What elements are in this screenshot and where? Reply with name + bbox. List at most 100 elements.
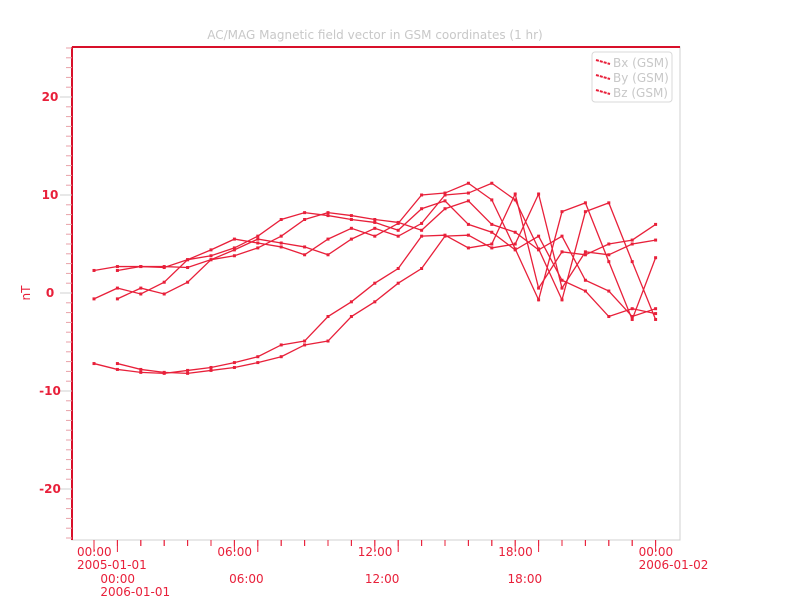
data-point [186, 258, 190, 262]
data-point [607, 201, 611, 205]
data-point [630, 315, 634, 319]
data-point [560, 278, 564, 282]
x-tick-label: 00:00 [77, 545, 112, 559]
data-point [560, 286, 564, 290]
data-point [630, 317, 634, 321]
data-point [490, 230, 494, 234]
data-point [279, 343, 283, 347]
series-line-bz [117, 192, 656, 375]
data-point [162, 280, 166, 284]
legend: Bx (GSM)By (GSM)Bz (GSM) [591, 51, 673, 103]
data-point [256, 234, 260, 238]
data-point [396, 267, 400, 270]
x-tick-label: 00:00 [100, 572, 135, 586]
data-point [654, 312, 658, 316]
legend-swatch [595, 59, 611, 65]
data-point [583, 250, 587, 254]
x-tick-date: 2006-01-02 [639, 558, 709, 572]
x-tick-label: 12:00 [358, 545, 393, 559]
data-point [232, 248, 236, 252]
data-point [256, 246, 260, 250]
data-point [115, 362, 119, 366]
data-point [279, 245, 283, 249]
data-point [490, 181, 494, 185]
data-point [373, 226, 377, 230]
data-point [326, 339, 330, 343]
data-point [583, 253, 587, 257]
data-point [303, 211, 307, 215]
data-point [139, 292, 143, 296]
data-point [443, 199, 447, 203]
data-point [186, 280, 190, 284]
data-point [279, 234, 283, 238]
data-point [630, 307, 634, 311]
data-point [115, 297, 119, 301]
data-point [443, 191, 447, 195]
data-point [513, 192, 517, 196]
data-point [654, 317, 658, 321]
data-point [349, 237, 353, 241]
data-point [373, 234, 377, 238]
data-point [607, 289, 611, 293]
data-point [583, 289, 587, 293]
data-point [279, 241, 283, 245]
data-point [630, 238, 634, 242]
x-tick-label: 18:00 [508, 572, 543, 586]
data-point [560, 210, 564, 214]
data-point [396, 228, 400, 232]
data-point [490, 222, 494, 226]
data-point [326, 237, 330, 241]
data-point [420, 207, 424, 211]
data-point [139, 265, 143, 269]
data-point [560, 250, 564, 254]
x-tick-label: 06:00 [229, 572, 264, 586]
data-point [420, 234, 424, 238]
data-point [349, 218, 353, 221]
data-point [115, 367, 119, 371]
data-point [326, 214, 330, 218]
y-tick-label: -10 [39, 384, 61, 398]
data-point [209, 254, 213, 258]
data-point [513, 230, 517, 234]
data-point [115, 268, 119, 272]
data-point [443, 193, 447, 197]
data-point [654, 238, 658, 242]
data-point [186, 368, 190, 372]
data-point [396, 221, 400, 225]
data-point [92, 297, 96, 301]
data-point [630, 260, 634, 264]
data-point [326, 211, 330, 215]
data-point [115, 265, 119, 269]
data-point [279, 218, 283, 221]
data-point [583, 210, 587, 214]
data-point [232, 365, 236, 369]
data-point [209, 368, 213, 372]
data-point [466, 233, 470, 237]
data-point [349, 226, 353, 230]
data-point [654, 222, 658, 226]
data-point [513, 198, 517, 202]
data-point [373, 220, 377, 224]
data-point [396, 234, 400, 238]
data-point [303, 339, 307, 343]
data-point [349, 300, 353, 304]
data-point [490, 198, 494, 202]
data-point [537, 298, 541, 302]
data-point [607, 242, 611, 246]
data-point [162, 370, 166, 374]
data-point [256, 355, 260, 359]
series-line-by [93, 182, 657, 322]
series-line-bx [117, 200, 656, 318]
data-point [396, 281, 400, 285]
x-tick-label: 00:00 [639, 545, 674, 559]
x-tick-label: 18:00 [498, 545, 533, 559]
data-point [420, 267, 424, 270]
data-point [92, 362, 96, 366]
data-point [490, 246, 494, 250]
data-point [560, 234, 564, 238]
data-point [303, 343, 307, 347]
data-point [654, 307, 658, 311]
data-point [256, 237, 260, 241]
data-point [373, 281, 377, 285]
